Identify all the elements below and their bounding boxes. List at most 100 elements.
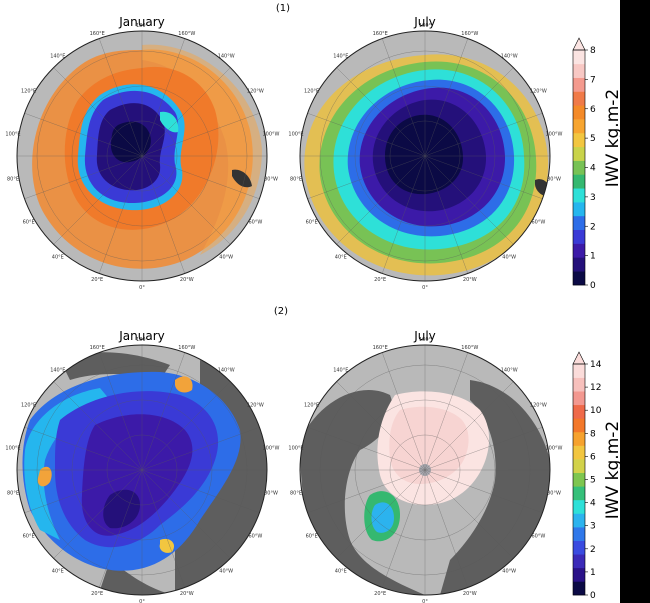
longitude-label: 120°E — [21, 89, 36, 95]
longitude-label: 60°E — [23, 534, 35, 540]
longitude-label: 140°E — [333, 368, 348, 374]
colorbar-segment — [573, 160, 585, 175]
longitude-label: 20°W — [463, 277, 477, 283]
longitude-label: 180° — [419, 23, 432, 29]
longitude-label: 80°W — [547, 491, 561, 497]
longitude-label: 160°W — [461, 31, 478, 37]
longitude-label: 40°W — [502, 254, 516, 260]
colorbar-segment — [573, 377, 585, 392]
longitude-label: 40°W — [502, 568, 516, 574]
longitude-label: 180° — [136, 337, 149, 343]
longitude-label: 140°W — [501, 54, 518, 60]
longitude-label: 60°E — [23, 220, 35, 226]
longitude-label: 20°W — [463, 591, 477, 597]
longitude-label: 80°E — [7, 491, 19, 497]
map-bottom-january: January 180° 160°W 140°W 120°W 100°W 80°W 60°W… — [5, 329, 279, 603]
longitude-label: 40°E — [52, 568, 64, 574]
colorbar-segment — [573, 229, 585, 244]
longitude-label: 0° — [139, 285, 145, 291]
longitude-label: 100°W — [263, 131, 280, 137]
longitude-label: 60°W — [531, 534, 545, 540]
panel-label-bottom: (2) — [274, 306, 288, 317]
colorbar-segment — [573, 418, 585, 433]
colorbar-segment — [573, 132, 585, 148]
longitude-label: 140°E — [333, 54, 348, 60]
longitude-label: 20°W — [180, 591, 194, 597]
longitude-label: 0° — [422, 599, 428, 603]
colorbar-tick-label: 12 — [590, 383, 601, 393]
colorbar-tick-label: 0 — [590, 281, 596, 291]
longitude-label: 40°W — [219, 568, 233, 574]
colorbar-segment — [573, 472, 585, 487]
colorbar-segment — [573, 445, 585, 460]
colorbar-tick-label: 1 — [590, 568, 596, 578]
colorbar-tick-label: 1 — [590, 252, 596, 262]
colorbar-segment — [573, 63, 585, 78]
panel-label-top: (1) — [276, 3, 290, 14]
longitude-label: 140°E — [50, 368, 65, 374]
colorbar-segment — [573, 257, 585, 272]
colorbar-tick-label: 3 — [590, 193, 596, 203]
colorbar-segment — [573, 119, 585, 134]
map-top-july: July 180° 160°W 140°W 120°W 100°W 80°W 60°W 40°… — [288, 15, 562, 291]
colorbar-tick-label: 4 — [590, 164, 596, 174]
longitude-label: 80°E — [290, 177, 302, 183]
colorbar-tick-label: 2 — [590, 545, 596, 555]
colorbar-segment — [573, 202, 585, 217]
longitude-label: 100°E — [5, 445, 20, 451]
map-bottom-july: July 180° 160°W 140°W 120°W 100°W 80°W 60°W 40°… — [288, 329, 562, 603]
longitude-label: 0° — [139, 599, 145, 603]
longitude-label: 160°E — [90, 345, 105, 351]
longitude-label: 100°W — [263, 445, 280, 451]
longitude-label: 20°E — [91, 277, 103, 283]
longitude-label: 100°W — [546, 131, 563, 137]
colorbar-segment — [573, 404, 585, 419]
longitude-label: 20°E — [91, 591, 103, 597]
colorbar-extend-arrow — [572, 37, 586, 51]
colorbar-tick-label: 2 — [590, 222, 596, 232]
longitude-label: 140°W — [218, 368, 235, 374]
right-edge-black-bar — [620, 0, 650, 603]
colorbar-segment — [573, 567, 585, 582]
longitude-label: 100°W — [546, 445, 563, 451]
colorbar-tick-label: 0 — [590, 591, 596, 601]
colorbar-tick-label: 10 — [590, 406, 602, 416]
colorbar-segment — [573, 243, 585, 258]
longitude-label: 120°E — [21, 403, 36, 409]
colorbar-segment — [573, 391, 585, 406]
colorbar-segment — [573, 527, 585, 541]
map-title: January — [118, 329, 165, 343]
longitude-label: 20°E — [374, 277, 386, 283]
colorbar-tick-label: 7 — [590, 75, 596, 85]
colorbar-segment — [573, 188, 585, 203]
colorbar-segment — [573, 146, 585, 161]
longitude-label: 120°W — [530, 89, 547, 95]
longitude-label: 160°W — [461, 345, 478, 351]
longitude-label: 80°E — [290, 491, 302, 497]
colorbar-tick-label: 5 — [590, 476, 596, 486]
map-title: July — [413, 329, 436, 343]
colorbar-segment — [573, 50, 585, 65]
colorbar-extend-arrow — [572, 351, 586, 365]
longitude-label: 180° — [419, 337, 432, 343]
colorbar-segment — [573, 554, 585, 569]
colorbar-segment — [573, 486, 585, 501]
longitude-label: 160°W — [178, 31, 195, 37]
colorbar-segment — [573, 540, 585, 555]
colorbar-segment — [573, 581, 585, 596]
longitude-label: 40°E — [335, 568, 347, 574]
longitude-label: 160°W — [178, 345, 195, 351]
longitude-label: 40°W — [219, 254, 233, 260]
longitude-label: 80°E — [7, 177, 19, 183]
colorbar-tick-label: 6 — [590, 105, 596, 115]
longitude-label: 120°W — [247, 403, 264, 409]
longitude-label: 20°E — [374, 591, 386, 597]
longitude-label: 100°E — [288, 445, 303, 451]
colorbar-tick-label: 14 — [590, 360, 602, 370]
colorbar-tick-label: 6 — [590, 452, 596, 462]
colorbar-tick-label: 8 — [590, 429, 596, 439]
colorbar-segment — [573, 364, 585, 378]
longitude-label: 180° — [136, 23, 149, 29]
longitude-label: 120°W — [530, 403, 547, 409]
